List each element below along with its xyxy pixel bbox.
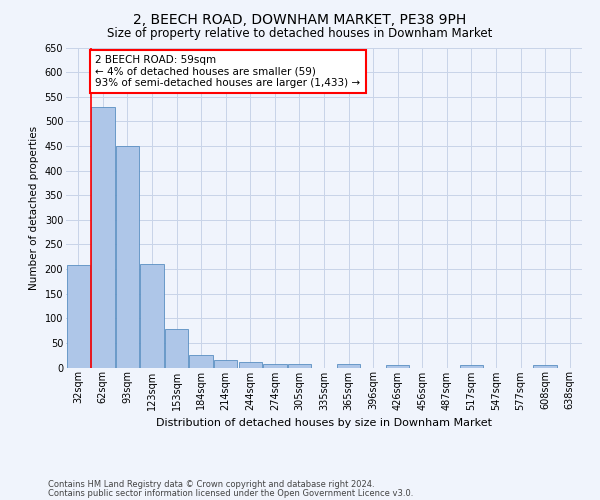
Bar (116, 146, 139, 368)
Bar (239, 362, 262, 368)
Text: 2 BEECH ROAD: 59sqm
← 4% of detached houses are smaller (59)
93% of semi-detache: 2 BEECH ROAD: 59sqm ← 4% of detached hou… (95, 55, 361, 88)
Bar (533, 364, 557, 368)
Bar (337, 364, 360, 368)
Bar (190, 354, 213, 368)
Bar (263, 364, 287, 368)
Text: Contains HM Land Registry data © Crown copyright and database right 2024.: Contains HM Land Registry data © Crown c… (48, 480, 374, 489)
Text: Contains public sector information licensed under the Open Government Licence v3: Contains public sector information licen… (48, 488, 413, 498)
Y-axis label: Number of detached properties: Number of detached properties (29, 126, 39, 290)
Bar (460, 364, 483, 368)
Text: Size of property relative to detached houses in Downham Market: Size of property relative to detached ho… (107, 28, 493, 40)
X-axis label: Distribution of detached houses by size in Downham Market: Distribution of detached houses by size … (156, 418, 492, 428)
Bar (140, 264, 164, 368)
Bar (91, 106, 115, 368)
Bar (386, 364, 409, 368)
Bar (214, 360, 238, 368)
Bar (67, 265, 90, 368)
Bar (165, 329, 188, 368)
Text: 2, BEECH ROAD, DOWNHAM MARKET, PE38 9PH: 2, BEECH ROAD, DOWNHAM MARKET, PE38 9PH (133, 12, 467, 26)
Bar (288, 364, 311, 368)
